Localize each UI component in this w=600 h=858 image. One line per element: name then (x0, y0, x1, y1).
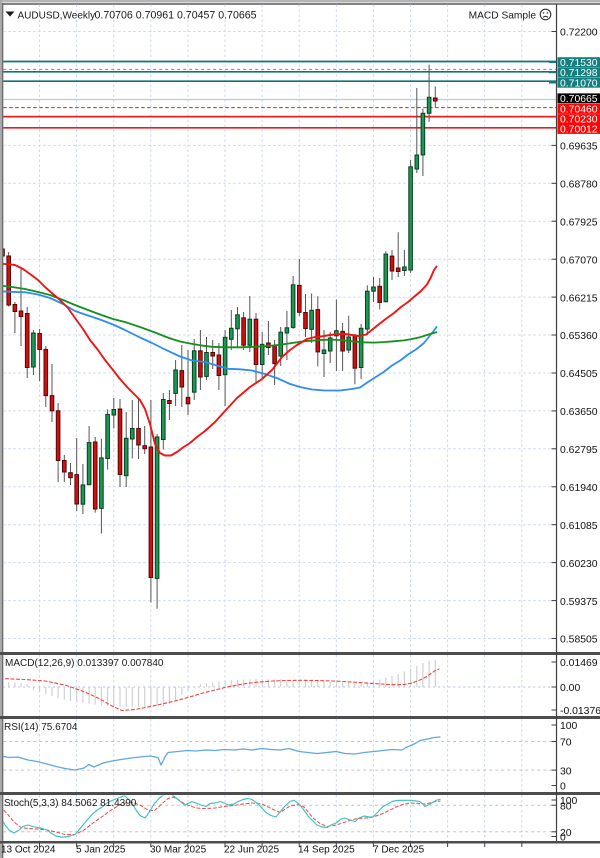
svg-text:Stoch(5,3,3) 84.5062 81.4390: Stoch(5,3,3) 84.5062 81.4390 (4, 798, 137, 809)
svg-text:7 Dec 2025: 7 Dec 2025 (373, 845, 425, 856)
svg-text:0.67925: 0.67925 (560, 217, 598, 228)
svg-text:0.00: 0.00 (560, 683, 580, 694)
svg-text:0.59375: 0.59375 (560, 597, 598, 608)
svg-text:0.71070: 0.71070 (560, 78, 598, 89)
svg-text:0.72200: 0.72200 (560, 28, 598, 39)
svg-text:0.61085: 0.61085 (560, 521, 598, 532)
svg-text:70: 70 (560, 738, 572, 749)
svg-text:AUDUSD,Weekly: AUDUSD,Weekly (18, 11, 96, 22)
svg-text:5 Jan 2025: 5 Jan 2025 (76, 845, 126, 856)
svg-text:0.61940: 0.61940 (560, 483, 598, 494)
svg-text:0.62795: 0.62795 (560, 445, 598, 456)
svg-text:0.64505: 0.64505 (560, 369, 598, 380)
svg-text:80: 80 (560, 801, 572, 812)
svg-text:14 Sep 2025: 14 Sep 2025 (298, 845, 355, 856)
svg-text:RSI(14) 75.6704: RSI(14) 75.6704 (4, 722, 78, 733)
svg-text:20: 20 (560, 828, 572, 839)
svg-text:-0.013769: -0.013769 (560, 706, 600, 717)
svg-text:0.66215: 0.66215 (560, 293, 598, 304)
svg-text:0.70230: 0.70230 (560, 115, 598, 126)
svg-text:0.01469: 0.01469 (560, 658, 598, 669)
svg-text:MACD Sample: MACD Sample (469, 11, 537, 22)
svg-text:MACD(12,26,9) 0.013397 0.00784: MACD(12,26,9) 0.013397 0.007840 (5, 658, 164, 669)
svg-text:0.67070: 0.67070 (560, 255, 598, 266)
svg-text:0.58505: 0.58505 (560, 635, 598, 646)
svg-text:0.70012: 0.70012 (560, 125, 598, 136)
svg-text:0.63650: 0.63650 (560, 407, 598, 418)
svg-text:0.71530: 0.71530 (560, 58, 598, 69)
svg-text:22 Jun 2025: 22 Jun 2025 (224, 845, 279, 856)
svg-text:100: 100 (560, 721, 578, 732)
svg-text:0.70460: 0.70460 (560, 105, 598, 116)
svg-text:0.68780: 0.68780 (560, 180, 598, 191)
svg-text:30 Mar 2025: 30 Mar 2025 (150, 845, 207, 856)
svg-text:0.71298: 0.71298 (560, 68, 598, 79)
svg-text:0.60230: 0.60230 (560, 559, 598, 570)
svg-text:0.70706 0.70961 0.70457 0.7066: 0.70706 0.70961 0.70457 0.70665 (95, 10, 257, 22)
svg-text:0: 0 (560, 833, 566, 844)
svg-text:30: 30 (560, 766, 572, 777)
svg-text:0.70665: 0.70665 (560, 94, 598, 105)
svg-text:100: 100 (560, 796, 578, 807)
svg-text:0: 0 (560, 782, 566, 793)
svg-text:0.69635: 0.69635 (560, 142, 598, 153)
svg-text:13 Oct 2024: 13 Oct 2024 (1, 845, 56, 856)
svg-text:0.65360: 0.65360 (560, 331, 598, 342)
